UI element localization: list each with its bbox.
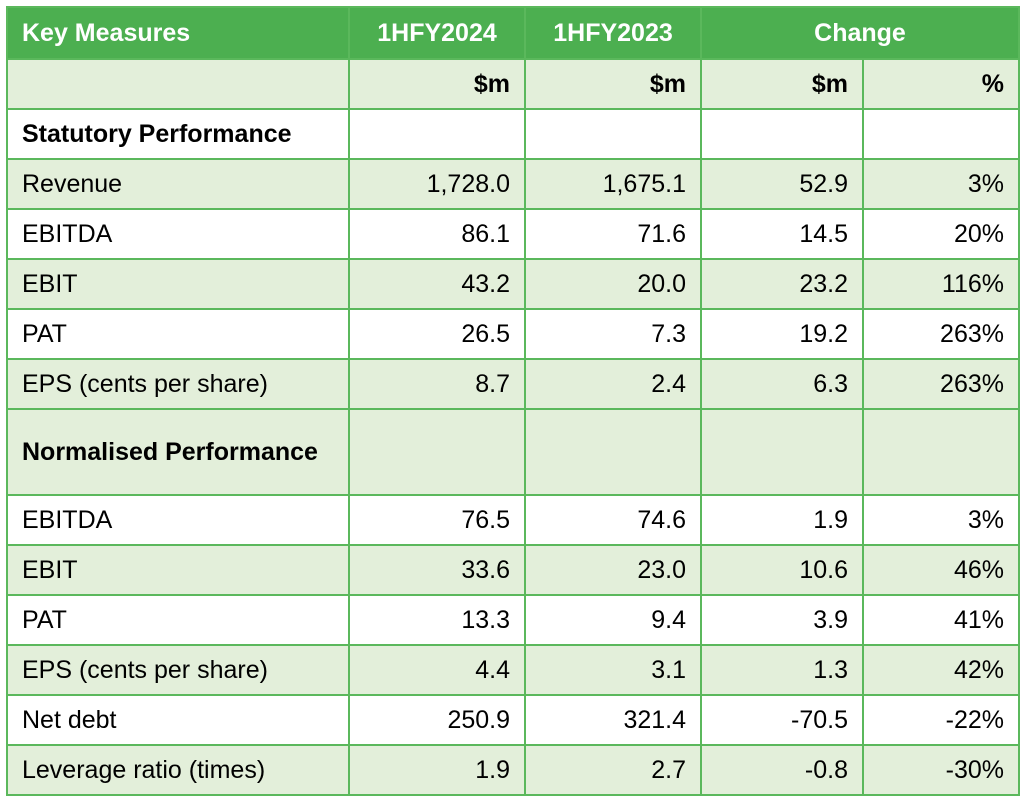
unit-percent: % (862, 58, 1020, 110)
section-blank (524, 408, 702, 496)
section-row-normalised: Normalised Performance (6, 408, 1020, 496)
section-blank (700, 108, 864, 160)
value-1hfy2024: 86.1 (348, 208, 526, 260)
value-1hfy2023: 2.7 (524, 744, 702, 796)
header-1hfy2024: 1HFY2024 (348, 6, 526, 60)
row-label: Leverage ratio (times) (6, 744, 350, 796)
value-1hfy2024: 76.5 (348, 494, 526, 546)
value-change: 6.3 (700, 358, 864, 410)
value-1hfy2024: 26.5 (348, 308, 526, 360)
units-blank (6, 58, 350, 110)
table-row: EBITDA 86.1 71.6 14.5 20% (6, 208, 1020, 260)
normalised-rows: EBITDA 76.5 74.6 1.9 3% EBIT 33.6 23.0 10.6 46% PA… (6, 494, 1020, 796)
section-blank (348, 108, 526, 160)
section-blank (700, 408, 864, 496)
row-label: PAT (6, 308, 350, 360)
value-change: 3.9 (700, 594, 864, 646)
value-percent: 3% (862, 158, 1020, 210)
value-change: 19.2 (700, 308, 864, 360)
section-label-statutory: Statutory Performance (6, 108, 350, 160)
value-change: 14.5 (700, 208, 864, 260)
value-percent: 20% (862, 208, 1020, 260)
value-1hfy2023: 3.1 (524, 644, 702, 696)
value-1hfy2024: 1.9 (348, 744, 526, 796)
value-1hfy2023: 321.4 (524, 694, 702, 746)
value-1hfy2023: 23.0 (524, 544, 702, 596)
key-measures-table-container: Key Measures 1HFY2024 1HFY2023 Change $m… (6, 6, 1020, 796)
value-1hfy2023: 20.0 (524, 258, 702, 310)
table-row: Net debt 250.9 321.4 -70.5 -22% (6, 694, 1020, 746)
key-measures-table: Key Measures 1HFY2024 1HFY2023 Change $m… (6, 6, 1020, 796)
statutory-rows: Revenue 1,728.0 1,675.1 52.9 3% EBITDA 86.1 71.… (6, 158, 1020, 410)
value-1hfy2024: 43.2 (348, 258, 526, 310)
value-1hfy2023: 2.4 (524, 358, 702, 410)
section-blank (524, 108, 702, 160)
table-row: EBIT 33.6 23.0 10.6 46% (6, 544, 1020, 596)
value-1hfy2023: 1,675.1 (524, 158, 702, 210)
value-percent: 41% (862, 594, 1020, 646)
value-change: -0.8 (700, 744, 864, 796)
value-percent: 116% (862, 258, 1020, 310)
unit-change: $m (700, 58, 864, 110)
value-change: 23.2 (700, 258, 864, 310)
table-row: EBITDA 76.5 74.6 1.9 3% (6, 494, 1020, 546)
table-row: Revenue 1,728.0 1,675.1 52.9 3% (6, 158, 1020, 210)
value-percent: 42% (862, 644, 1020, 696)
row-label: PAT (6, 594, 350, 646)
value-1hfy2024: 8.7 (348, 358, 526, 410)
section-label-normalised: Normalised Performance (6, 408, 350, 496)
header-row: Key Measures 1HFY2024 1HFY2023 Change (6, 6, 1020, 60)
table-row: Leverage ratio (times) 1.9 2.7 -0.8 -30% (6, 744, 1020, 796)
value-1hfy2023: 71.6 (524, 208, 702, 260)
value-percent: 263% (862, 308, 1020, 360)
section-blank (348, 408, 526, 496)
units-row: $m $m $m % (6, 58, 1020, 110)
table-row: EPS (cents per share) 4.4 3.1 1.3 42% (6, 644, 1020, 696)
header-change: Change (700, 6, 1020, 60)
row-label: EBITDA (6, 494, 350, 546)
value-1hfy2024: 4.4 (348, 644, 526, 696)
value-percent: -22% (862, 694, 1020, 746)
row-label: EPS (cents per share) (6, 644, 350, 696)
section-row-statutory: Statutory Performance (6, 108, 1020, 160)
table-row: PAT 26.5 7.3 19.2 263% (6, 308, 1020, 360)
row-label: EBITDA (6, 208, 350, 260)
value-1hfy2024: 33.6 (348, 544, 526, 596)
table-row: EBIT 43.2 20.0 23.2 116% (6, 258, 1020, 310)
unit-1hfy2024: $m (348, 58, 526, 110)
row-label: EPS (cents per share) (6, 358, 350, 410)
value-percent: 263% (862, 358, 1020, 410)
value-1hfy2024: 1,728.0 (348, 158, 526, 210)
header-key-measures: Key Measures (6, 6, 350, 60)
value-change: 1.9 (700, 494, 864, 546)
value-percent: 46% (862, 544, 1020, 596)
section-blank (862, 108, 1020, 160)
table-row: EPS (cents per share) 8.7 2.4 6.3 263% (6, 358, 1020, 410)
value-change: 1.3 (700, 644, 864, 696)
value-percent: -30% (862, 744, 1020, 796)
table-row: PAT 13.3 9.4 3.9 41% (6, 594, 1020, 646)
row-label: EBIT (6, 544, 350, 596)
value-1hfy2023: 74.6 (524, 494, 702, 546)
row-label: Revenue (6, 158, 350, 210)
header-1hfy2023: 1HFY2023 (524, 6, 702, 60)
unit-1hfy2023: $m (524, 58, 702, 110)
value-change: 10.6 (700, 544, 864, 596)
value-1hfy2023: 7.3 (524, 308, 702, 360)
value-1hfy2024: 13.3 (348, 594, 526, 646)
row-label: EBIT (6, 258, 350, 310)
value-1hfy2023: 9.4 (524, 594, 702, 646)
value-change: 52.9 (700, 158, 864, 210)
section-blank (862, 408, 1020, 496)
value-1hfy2024: 250.9 (348, 694, 526, 746)
row-label: Net debt (6, 694, 350, 746)
value-change: -70.5 (700, 694, 864, 746)
value-percent: 3% (862, 494, 1020, 546)
